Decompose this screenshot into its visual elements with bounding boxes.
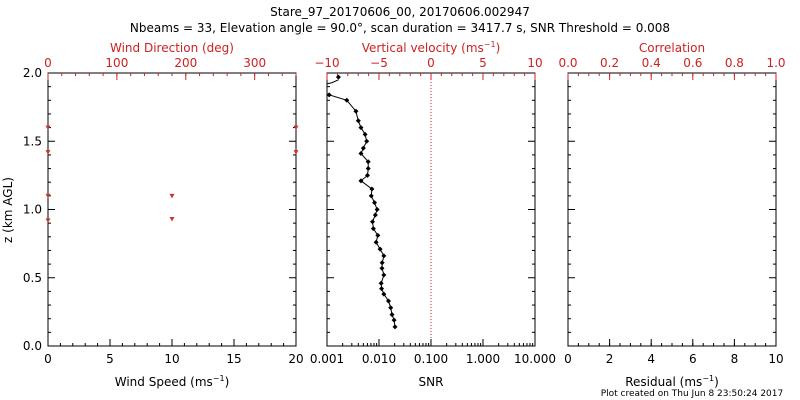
snr-label: SNR (419, 375, 444, 389)
wind-direction-point (45, 150, 51, 155)
snr-point (365, 166, 371, 172)
x-tick-label: 6 (689, 352, 697, 366)
snr-point (368, 193, 374, 199)
y-tick-label: 1.5 (23, 134, 42, 148)
x-tick-label: 10.000 (514, 352, 556, 366)
top-tick-label: 0.2 (600, 56, 619, 70)
snr-point (353, 108, 359, 114)
snr-point (373, 239, 379, 245)
x-tick-label: 2 (606, 352, 614, 366)
x-tick-label: 0.010 (362, 352, 396, 366)
snr-point (370, 219, 376, 225)
correlation-label: Correlation (639, 41, 705, 55)
x-tick-label: 20 (288, 352, 303, 366)
snr-point (385, 298, 391, 304)
top-tick-label: 10 (527, 56, 542, 70)
x-tick-label: 10 (768, 352, 783, 366)
snr-point (365, 159, 371, 165)
wind-direction-point (45, 218, 51, 223)
snr-point (358, 178, 364, 184)
wind-direction-point (169, 217, 175, 222)
wind-speed-label: Wind Speed (ms−1) (115, 374, 230, 389)
snr-point (364, 172, 370, 178)
x-tick-label: 0 (44, 352, 52, 366)
snr-point (360, 145, 366, 151)
snr-point (381, 253, 387, 259)
residual-label: Residual (ms−1) (625, 374, 719, 389)
vertical-velocity-label: Vertical velocity (ms−1) (362, 40, 501, 55)
top-tick-label: 0 (44, 56, 52, 70)
x-tick-label: 0 (564, 352, 572, 366)
y-tick-label: 2.0 (23, 66, 42, 80)
x-tick-label: 8 (731, 352, 739, 366)
snr-point (379, 260, 385, 266)
panel-wind: Wind Direction (deg) 0.0 0.5 1.0 1.5 2.0 0 5 1… (1, 41, 304, 389)
snr-point (358, 151, 364, 157)
wind-direction-point (169, 193, 175, 199)
snr-point (379, 265, 385, 271)
snr-point (326, 92, 332, 98)
top-tick-label: 1.0 (766, 56, 785, 70)
snr-point (362, 131, 368, 137)
y-tick-label: 1.0 (23, 203, 42, 217)
top-tick-label: 5 (479, 56, 487, 70)
wind-direction-point (293, 125, 299, 131)
x-tick-label: 5 (106, 352, 114, 366)
snr-point (388, 305, 394, 311)
wind-direction-label: Wind Direction (deg) (110, 41, 234, 55)
snr-point (391, 317, 397, 323)
top-tick-label: 0 (427, 56, 435, 70)
snr-point (374, 207, 380, 212)
vertical-velocity-point (335, 74, 341, 80)
plot-frame-snr (326, 72, 536, 347)
snr-point (370, 226, 376, 232)
top-tick-label: 300 (243, 56, 266, 70)
snr-point (369, 186, 375, 192)
top-tick-label: −10 (314, 56, 339, 70)
panel-snr: Vertical velocity (ms−1) 0.001 0.010 0.100… (310, 40, 556, 389)
top-tick-label: 100 (105, 56, 128, 70)
snr-point (389, 312, 395, 318)
y-tick-label: 0.0 (23, 339, 42, 353)
snr-point (379, 286, 385, 292)
vertical-velocity-segment (326, 79, 339, 85)
snr-point (377, 246, 383, 252)
snr-point (355, 118, 361, 124)
top-tick-label: 0.4 (642, 56, 661, 70)
top-tick-label: 200 (174, 56, 197, 70)
x-tick-label: 4 (647, 352, 655, 366)
snr-point (392, 324, 398, 330)
x-tick-label: 0.100 (414, 352, 448, 366)
snr-point (364, 138, 370, 144)
wind-direction-point (293, 150, 299, 155)
x-tick-label: 15 (226, 352, 241, 366)
top-tick-label: 0.6 (683, 56, 702, 70)
snr-point (375, 232, 381, 238)
top-tick-label: −5 (370, 56, 388, 70)
plot-frame-wind (47, 72, 297, 347)
wind-direction-point (45, 193, 51, 199)
snr-point (378, 280, 384, 286)
x-tick-label: 0.001 (310, 352, 344, 366)
top-tick-label: 0.8 (725, 56, 744, 70)
snr-point (381, 291, 387, 297)
wind-direction-point (45, 125, 51, 131)
snr-point (381, 272, 387, 278)
plot-created-footer: Plot created on Thu Jun 8 23:50:24 2017 (601, 389, 784, 399)
snr-point (358, 125, 364, 131)
y-tick-label: 0.5 (23, 271, 42, 285)
chart-subtitle: Nbeams = 33, Elevation angle = 90.0°, sc… (130, 21, 670, 35)
snr-point (344, 97, 350, 103)
plot-frame-correlation (567, 72, 777, 347)
chart-title: Stare_97_20170606_00, 20170606.002947 (270, 5, 530, 19)
snr-point (372, 212, 378, 218)
panel-correlation: Correlation 0 2 4 6 8 10 0.0 0.2 0.4 0.6 0.8 1.0 R… (558, 41, 785, 399)
x-tick-label: 1.000 (466, 352, 500, 366)
x-tick-label: 10 (164, 352, 179, 366)
top-tick-label: 0.0 (558, 56, 577, 70)
y-axis-label: z (km AGL) (1, 177, 15, 243)
snr-point (372, 200, 378, 206)
